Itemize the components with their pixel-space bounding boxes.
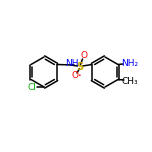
Text: NH: NH — [65, 59, 79, 69]
Text: O: O — [81, 52, 88, 60]
Text: NH₂: NH₂ — [121, 59, 139, 68]
Text: Cl: Cl — [28, 83, 36, 92]
Text: CH₃: CH₃ — [122, 77, 138, 86]
Text: O: O — [71, 71, 78, 81]
Text: S: S — [76, 62, 84, 71]
Text: •: • — [77, 73, 80, 78]
